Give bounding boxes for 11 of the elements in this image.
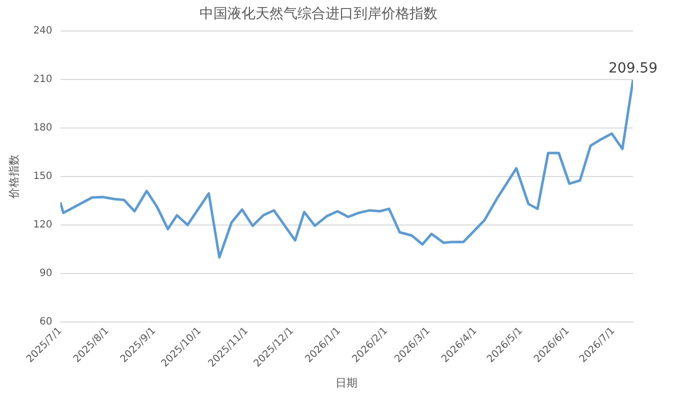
y-tick-label: 240 xyxy=(33,25,52,36)
y-tick-label: 150 xyxy=(33,171,52,182)
annotation: 209.59 xyxy=(608,60,658,77)
x-axis-title: 日期 xyxy=(336,376,358,390)
y-tick-label: 180 xyxy=(33,122,52,134)
y-tick-label: 60 xyxy=(40,316,52,328)
y-tick-label: 120 xyxy=(33,220,52,231)
y-axis-title: 价格指数 xyxy=(7,154,20,200)
chart-title: 中国液化天然气综合进口到岸价格指数 xyxy=(200,6,438,22)
y-tick-label: 210 xyxy=(33,74,52,85)
y-tick-label: 90 xyxy=(40,268,52,280)
